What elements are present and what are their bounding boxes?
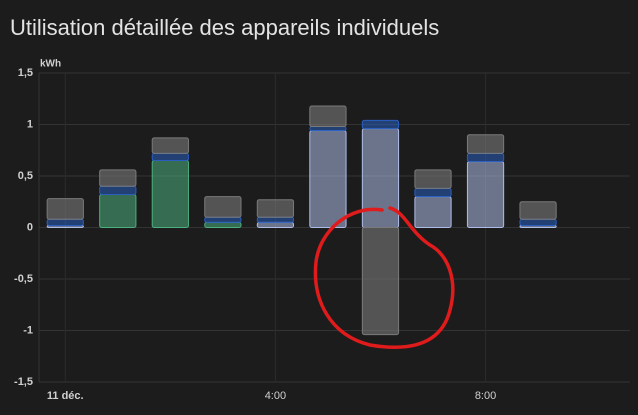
bar-segment: [99, 169, 137, 187]
bar-segment: [414, 196, 452, 229]
bar-segment: [361, 119, 400, 130]
bars: [46, 105, 557, 336]
y-tick-label: -1,5: [14, 376, 33, 388]
bar-segment: [151, 137, 189, 154]
bar-segment: [256, 216, 295, 223]
bar-segment: [256, 199, 295, 218]
bar-segment: [204, 196, 242, 218]
bar-segment: [309, 105, 347, 128]
bar-segment: [309, 130, 347, 228]
y-axis-unit: kWh: [40, 59, 61, 70]
bar-segment: [414, 169, 452, 189]
bar-segment: [519, 201, 557, 220]
bar-segment: [466, 152, 505, 163]
y-tick-label: 1,5: [18, 67, 33, 79]
grid: 1,5 1 0,5 0 -0,5 -1 -1,5 11 déc. 4:00 8:00: [14, 67, 630, 402]
bar-segment: [519, 218, 557, 226]
bar-segment: [46, 218, 84, 226]
bar-segment: [151, 152, 189, 162]
bar-segment: [361, 227, 400, 336]
bar-segment: [99, 185, 137, 196]
bar-segment: [46, 198, 84, 220]
y-tick-label: 0: [27, 221, 33, 233]
y-tick-label: -0,5: [14, 273, 33, 285]
bar-segment: [204, 221, 242, 229]
bar-segment: [466, 134, 505, 154]
y-tick-label: 0,5: [18, 170, 33, 182]
bar-segment: [414, 187, 452, 198]
x-tick-label: 11 déc.: [47, 390, 84, 402]
bar-segment: [361, 128, 400, 228]
bar-segment: [466, 161, 505, 228]
y-tick-label: 1: [27, 118, 33, 130]
bar-segment: [204, 216, 242, 223]
y-tick-label: -1: [23, 324, 33, 336]
bar-segment: [151, 160, 189, 228]
annotation-circle: [313, 206, 455, 350]
chart-title: Utilisation détaillée des appareils indi…: [10, 15, 439, 40]
x-tick-label: 4:00: [265, 390, 286, 402]
bar-segment: [256, 221, 295, 229]
bar-segment: [309, 126, 347, 132]
bar-segment: [99, 194, 137, 228]
x-tick-label: 8:00: [475, 390, 496, 402]
